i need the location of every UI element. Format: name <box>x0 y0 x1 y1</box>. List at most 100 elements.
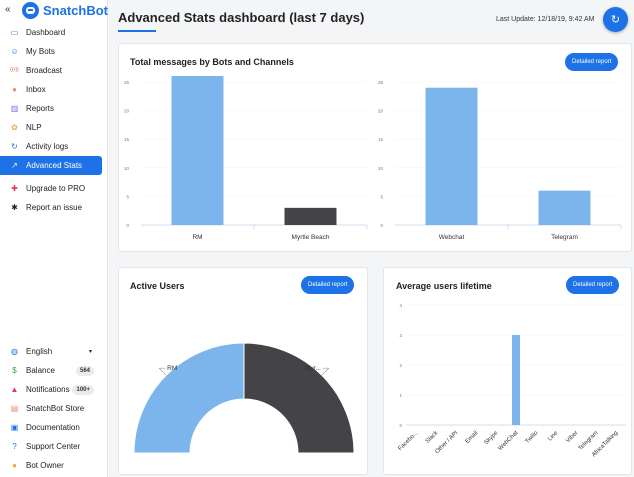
sidebar-item-label: Documentation <box>26 423 80 432</box>
y-tick-label: 3 <box>399 333 402 338</box>
pie-data-label: Myr... <box>305 365 321 372</box>
y-tick-label: 5 <box>126 194 129 199</box>
bar <box>284 207 337 225</box>
sidebar-item-label: Notifications <box>26 385 70 394</box>
bot-icon: ☺ <box>10 46 19 56</box>
bell-icon: ▲ <box>10 384 19 394</box>
x-tick-label: Slack <box>425 429 440 444</box>
store-icon: ▤ <box>10 403 19 413</box>
pie-slice <box>133 342 245 454</box>
refresh-icon: ↻ <box>610 14 621 26</box>
y-tick-label: 5 <box>380 194 383 199</box>
x-tick-label: Telegram <box>551 234 578 241</box>
broadcast-icon: ((•)) <box>10 67 19 73</box>
sidebar-item-documentation[interactable]: ▣ Documentation <box>0 418 102 437</box>
sidebar-item-notifications[interactable]: ▲ Notifications 100+ <box>0 380 102 399</box>
y-tick-label: 25 <box>378 80 384 85</box>
support-icon: ? <box>12 441 17 451</box>
sidebar-item-advanced-stats[interactable]: ↗ Advanced Stats <box>0 156 102 175</box>
sidebar-item-reports[interactable]: ▥ Reports <box>0 99 102 118</box>
y-tick-label: 0 <box>126 223 129 228</box>
x-tick-label: Line <box>547 430 560 443</box>
sidebar-item-nlp[interactable]: ✿ NLP <box>0 118 102 137</box>
sidebar-item-upgrade-to-pro[interactable]: ✚ Upgrade to PRO <box>0 179 102 198</box>
sidebar-item-my-bots[interactable]: ☺ My Bots <box>0 42 102 61</box>
y-tick-label: 20 <box>124 109 130 114</box>
brand[interactable]: SnatchBot <box>22 2 108 19</box>
pie-slice <box>243 342 355 454</box>
sidebar-item-activity-logs[interactable]: ↻ Activity logs <box>0 137 102 156</box>
sidebar-item-support-center[interactable]: ? Support Center <box>0 437 102 456</box>
bug-icon: ✱ <box>11 202 18 212</box>
sidebar-item-english[interactable]: ◍ English ▾ <box>0 342 102 361</box>
bar <box>425 87 478 225</box>
y-tick-label: 15 <box>124 137 130 142</box>
sidebar-item-label: SnatchBot Store <box>26 404 85 413</box>
sidebar-item-label: English <box>26 347 53 356</box>
messages-card-title: Total messages by Bots and Channels <box>130 57 294 67</box>
sidebar-item-broadcast[interactable]: ((•)) Broadcast <box>0 61 102 80</box>
sidebar-item-label: Report an issue <box>26 203 83 212</box>
chevron-down-icon[interactable]: ▾ <box>88 349 92 355</box>
y-tick-label: 1 <box>399 393 402 398</box>
sidebar-item-label: NLP <box>26 123 42 132</box>
collapse-sidebar-icon[interactable]: « <box>5 4 11 15</box>
y-tick-label: 0 <box>380 223 383 228</box>
sidebar-item-report-an-issue[interactable]: ✱ Report an issue <box>0 198 102 217</box>
x-tick-label: Viber <box>565 430 579 444</box>
active-users-card-title: Active Users <box>130 281 185 291</box>
x-tick-label: Webchat <box>439 234 465 241</box>
refresh-button[interactable]: ↻ <box>603 7 628 32</box>
sidebar-item-dashboard[interactable]: ▭ Dashboard <box>0 23 102 42</box>
dollar-icon: $ <box>12 365 17 375</box>
y-tick-label: 20 <box>378 109 384 114</box>
count-badge: 564 <box>75 365 94 376</box>
x-tick-label: Facebo... <box>397 430 419 452</box>
y-tick-label: 0 <box>399 423 402 428</box>
messages-detailed-report-button[interactable]: Detailed report <box>565 53 619 71</box>
lifetime-card: Average users lifetime Detailed report 0… <box>383 267 632 475</box>
active-users-card: Active Users Detailed report RM Myr... <box>118 267 368 475</box>
messages-card: Total messages by Bots and Channels Deta… <box>118 43 632 252</box>
x-tick-label: Twilio <box>525 430 540 445</box>
page-title: Advanced Stats dashboard (last 7 days) <box>118 10 365 25</box>
active-users-detailed-report-button[interactable]: Detailed report <box>301 276 355 294</box>
dashboard-icon: ▭ <box>10 27 19 37</box>
active-users-pie-chart: RM Myr... <box>133 342 355 454</box>
count-badge: 100+ <box>72 384 94 395</box>
x-tick-label: Email <box>465 430 480 445</box>
y-tick-label: 2 <box>399 363 402 368</box>
activity-logs-icon: ↻ <box>11 141 18 151</box>
bar <box>538 190 591 225</box>
sidebar-item-balance[interactable]: $ Balance 564 <box>0 361 102 380</box>
sidebar-item-bot-owner[interactable]: ● Bot Owner <box>0 456 102 475</box>
x-tick-label: Myrtle Beach <box>292 234 330 241</box>
snatchbot-logo-icon <box>22 2 39 19</box>
bar <box>171 76 224 225</box>
bar <box>512 335 520 425</box>
x-tick-label: RM <box>192 234 202 241</box>
sidebar-item-label: Reports <box>26 104 55 113</box>
y-tick-label: 15 <box>378 137 384 142</box>
sidebar-item-snatchbot-store[interactable]: ▤ SnatchBot Store <box>0 399 102 418</box>
bottom-nav: ◍ English ▾ $ Balance 564 ▲ Notifications 100+ ▤ S… <box>0 342 102 475</box>
sidebar: « SnatchBot ▭ Dashboard ☺ My Bots ((•)) Broad… <box>0 0 108 477</box>
main-nav: ▭ Dashboard ☺ My Bots ((•)) Broadcast ● Inbox ▥ R… <box>0 23 102 175</box>
lifetime-detailed-report-button[interactable]: Detailed report <box>566 276 620 294</box>
user-icon: ● <box>12 460 17 470</box>
sidebar-item-inbox[interactable]: ● Inbox <box>0 80 102 99</box>
upgrade-icon: ✚ <box>11 183 18 193</box>
globe-icon: ◍ <box>11 346 18 356</box>
sidebar-item-label: Bot Owner <box>26 461 64 470</box>
sidebar-item-label: Broadcast <box>26 66 63 75</box>
sidebar-item-label: Inbox <box>26 85 46 94</box>
sidebar-item-label: Dashboard <box>26 28 66 37</box>
channels-bar-chart: 0 5 10 15 20 25 Webchat Telegram <box>378 80 622 241</box>
sidebar-item-label: Activity logs <box>26 142 69 151</box>
title-underline <box>118 30 156 32</box>
sidebar-item-label: Support Center <box>26 442 81 451</box>
secondary-nav: ✚ Upgrade to PRO ✱ Report an issue <box>0 179 102 217</box>
brand-name: SnatchBot <box>43 3 108 18</box>
pie-data-label: RM <box>167 365 177 372</box>
